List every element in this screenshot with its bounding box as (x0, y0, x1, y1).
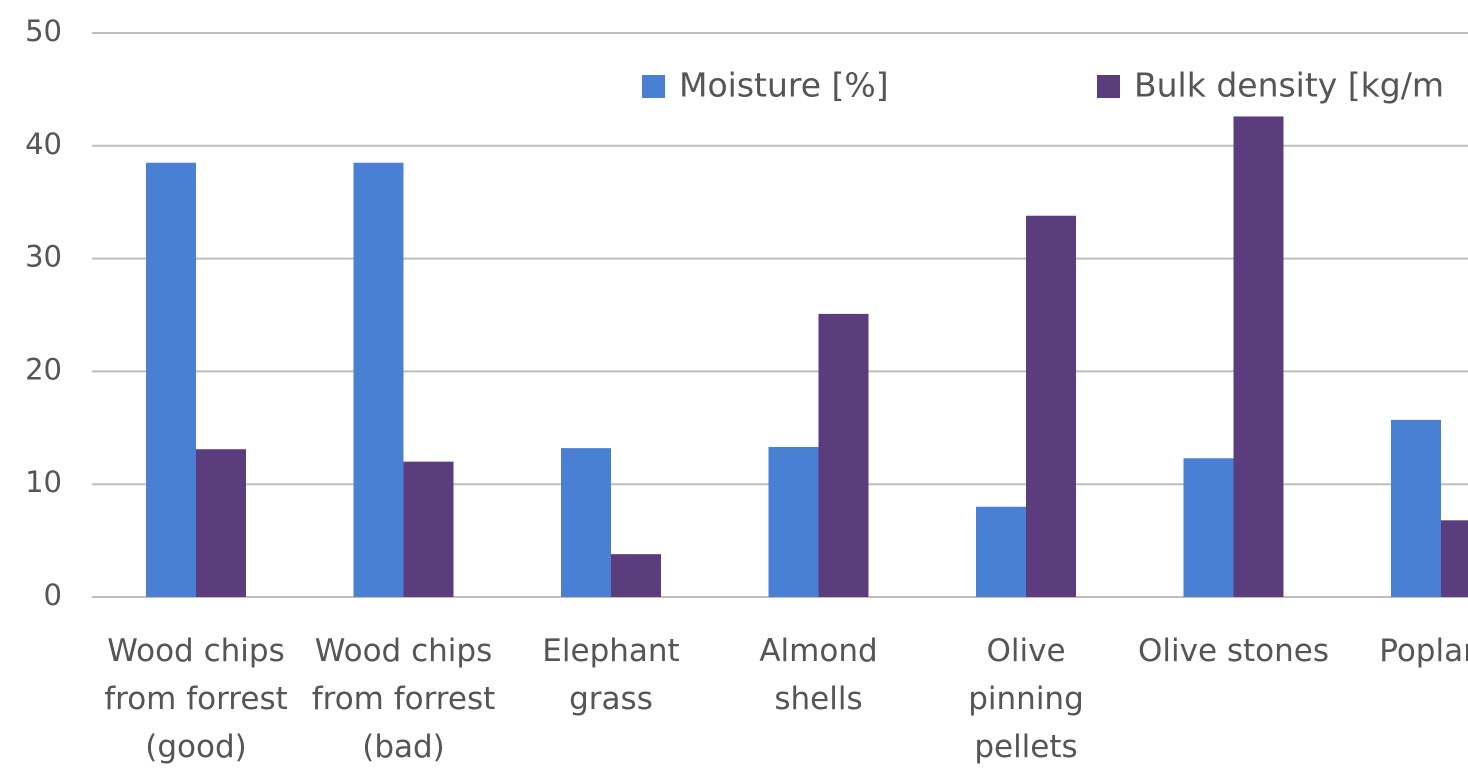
bar (818, 313, 869, 597)
x-tick-label: Wood chips from forrest (good) (104, 633, 288, 765)
y-tick-label: 30 (25, 240, 62, 274)
bar (196, 449, 246, 597)
legend-label: Moisture [%] (679, 66, 889, 105)
y-tick-label: 0 (44, 578, 62, 612)
bar (611, 554, 661, 597)
bar (1183, 458, 1234, 597)
x-tick-label: Poplar c (1379, 633, 1468, 669)
bar (768, 446, 819, 597)
bar (403, 461, 454, 597)
bar (1391, 419, 1441, 597)
x-tick-label: Almond shells (759, 633, 877, 717)
x-tick-label: Olive pinning pellets (968, 633, 1084, 765)
legend-label: Bulk density [kg/m (1134, 66, 1444, 105)
legend-swatch (642, 75, 665, 98)
x-tick-label: Elephant grass (542, 633, 679, 717)
bar (561, 448, 611, 597)
y-tick-label: 40 (25, 127, 62, 161)
bar (1441, 520, 1468, 597)
x-tick-label: Olive stones (1138, 633, 1329, 669)
bar (146, 162, 196, 597)
bar (976, 506, 1026, 597)
bar (353, 162, 404, 597)
y-tick-label: 10 (25, 465, 62, 499)
y-tick-label: 50 (25, 14, 62, 48)
legend-swatch (1097, 75, 1120, 98)
x-tick-label: Wood chips from forrest (bad) (312, 633, 496, 765)
bar (1026, 215, 1076, 597)
y-tick-label: 20 (25, 352, 62, 386)
bar (1233, 116, 1284, 598)
